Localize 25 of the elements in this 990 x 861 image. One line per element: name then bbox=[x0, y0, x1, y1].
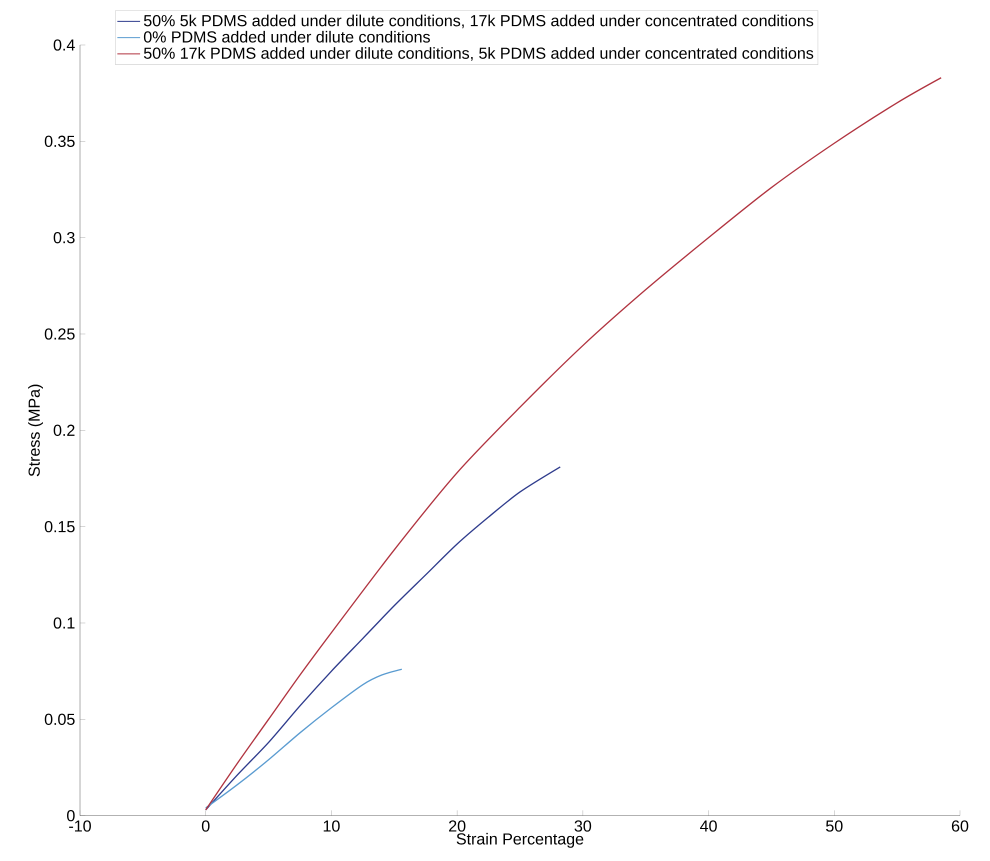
y-tick-label: 0.05 bbox=[44, 714, 75, 725]
y-tick-label: 0.3 bbox=[54, 232, 75, 244]
x-tick-label: 30 bbox=[574, 820, 592, 832]
x-axis-title: Strain Percentage bbox=[456, 832, 584, 848]
y-tick-label: 0.35 bbox=[44, 136, 75, 147]
y-tick-label: 0.4 bbox=[54, 39, 75, 51]
y-axis-title: Stress (MPa) bbox=[28, 384, 43, 476]
x-tick-label: 40 bbox=[700, 820, 717, 832]
y-tick-label: 0.15 bbox=[44, 521, 75, 532]
legend-label: 50% 5k PDMS added under dilute conditions, 17k PDMS added under concentrated conditions bbox=[144, 14, 814, 28]
y-tick-label: 0.25 bbox=[44, 328, 75, 340]
line-series bbox=[205, 668, 403, 809]
line-series bbox=[205, 77, 942, 811]
y-tick-label: 0.2 bbox=[54, 424, 74, 436]
x-tick-label: 20 bbox=[449, 820, 466, 832]
x-tick-label: 10 bbox=[324, 820, 340, 832]
x-tick-label: -10 bbox=[69, 820, 91, 832]
y-tick-label: 0 bbox=[67, 810, 75, 822]
x-tick-label: 0 bbox=[202, 820, 210, 832]
line-series bbox=[205, 466, 561, 811]
x-tick-label: 60 bbox=[952, 820, 968, 832]
y-tick-label: 0.1 bbox=[54, 617, 75, 629]
legend-label: 0% PDMS added under dilute conditions bbox=[144, 30, 430, 43]
x-tick-label: 50 bbox=[826, 820, 843, 832]
legend-label: 50% 17k PDMS added under dilute conditions, 5k PDMS added under concentrated conditions bbox=[144, 47, 814, 61]
